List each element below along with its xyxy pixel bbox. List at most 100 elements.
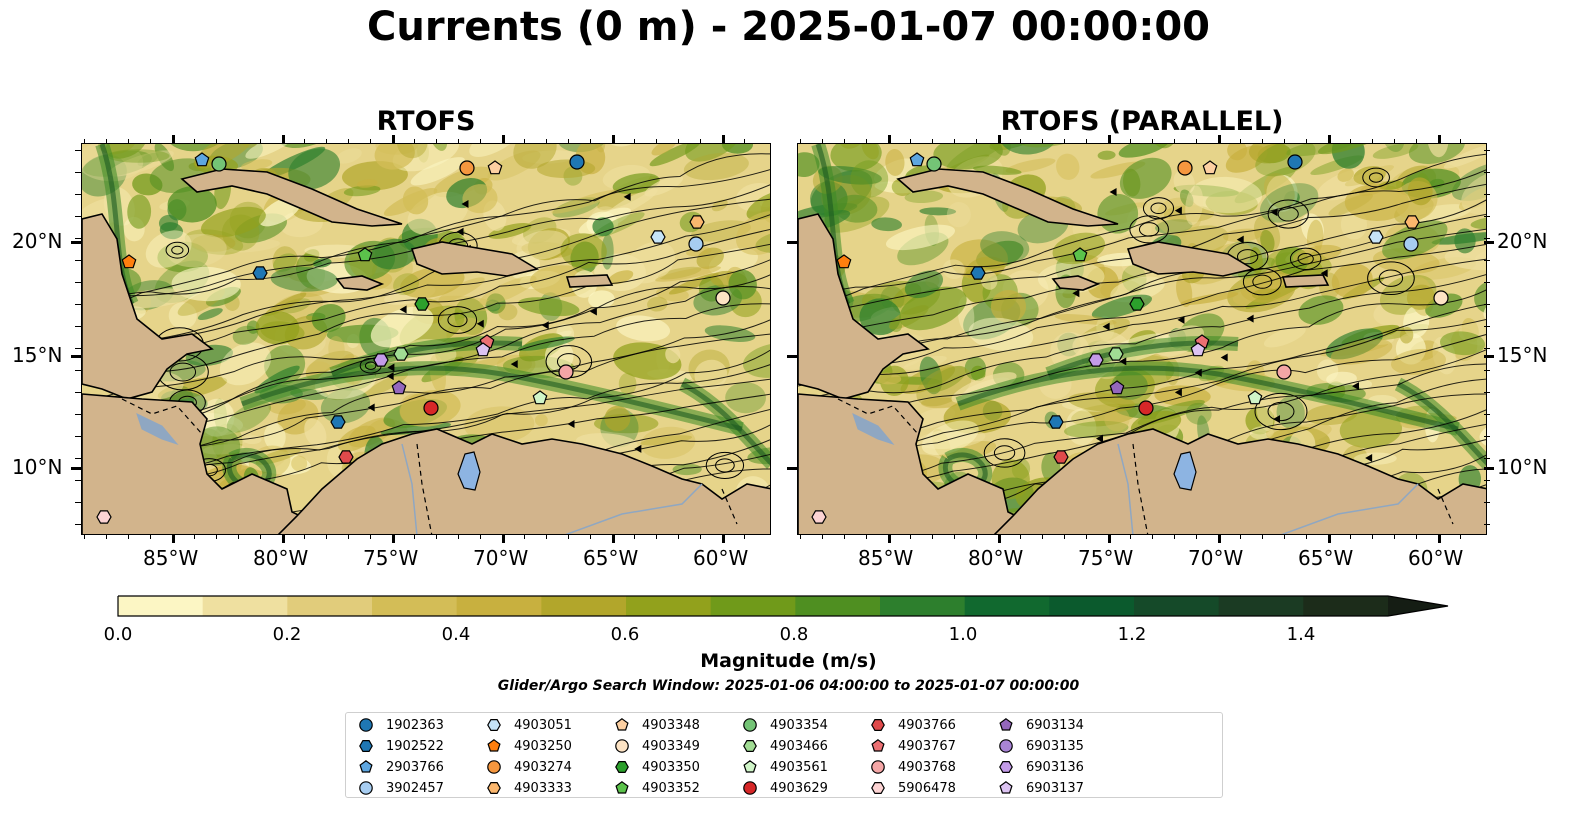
float-marker-3902457: [688, 236, 704, 252]
axis-tick: [1484, 502, 1490, 503]
colorbar: [117, 595, 1449, 617]
legend-marker-icon: [999, 718, 1013, 731]
float-marker-6903134: [1109, 380, 1125, 395]
legend-item: 3902457: [358, 778, 444, 798]
legend-marker-icon: [871, 760, 885, 774]
axis-tick: [612, 135, 615, 144]
legend-label: 4903466: [770, 738, 828, 754]
float-marker-1902522: [970, 266, 986, 280]
colorbar-tick-label: 0.4: [441, 624, 471, 645]
axis-tick: [910, 534, 911, 539]
axis-tick: [1484, 355, 1494, 358]
legend-label: 4903354: [770, 717, 828, 733]
axis-tick: [75, 502, 81, 503]
axis-tick: [954, 139, 955, 144]
axis-tick: [436, 534, 437, 539]
axis-tick: [238, 139, 239, 144]
colorbar-segment: [202, 596, 288, 616]
axis-tick: [744, 534, 745, 539]
legend-marker-icon: [487, 718, 501, 731]
axis-tick: [150, 139, 151, 144]
float-marker-4903250: [121, 254, 137, 269]
legend-marker-icon: [999, 781, 1013, 794]
axis-tick: [888, 534, 891, 543]
colorbar-tick-label: 0.2: [272, 624, 302, 645]
axis-tick: [1218, 534, 1219, 539]
axis-tick: [568, 534, 569, 539]
legend-item: 6903135: [998, 736, 1084, 756]
legend-item: 6903137: [998, 778, 1084, 798]
legend-marker-icon: [743, 760, 757, 773]
legend-label: 4903274: [514, 759, 572, 775]
colorbar-segment: [795, 596, 881, 616]
axis-tick: [458, 534, 459, 539]
axis-tick: [282, 534, 285, 543]
colorbar-extend-arrow: [1388, 596, 1448, 616]
axis-tick: [700, 139, 701, 144]
axis-tick: [1196, 139, 1197, 144]
legend-marker-icon: [359, 739, 373, 752]
axis-tick: [1328, 139, 1329, 144]
float-marker-4903768: [1276, 364, 1292, 380]
axis-tick: [71, 467, 81, 470]
axis-tick: [1372, 139, 1373, 144]
axis-tick: [568, 139, 569, 144]
colorbar-segment: [1218, 596, 1304, 616]
float-marker-4903561: [532, 390, 548, 405]
colorbar-segment: [1303, 596, 1389, 616]
axis-tick: [326, 139, 327, 144]
float-marker-4903561: [1247, 390, 1263, 405]
legend-item: 2903766: [358, 757, 444, 777]
axis-tick: [1130, 534, 1131, 539]
colorbar-segment: [541, 596, 627, 616]
axis-tick: [75, 260, 81, 261]
float-marker-1902522: [252, 266, 268, 280]
axis-tick: [787, 467, 797, 470]
axis-tick: [392, 534, 393, 539]
axis-tick: [722, 139, 723, 144]
axis-tick: [722, 534, 725, 543]
legend-item: 4903333: [486, 778, 572, 798]
axis-tick: [216, 139, 217, 144]
float-marker-4903466: [393, 347, 409, 361]
axis-tick: [150, 534, 151, 539]
legend-item: 4903348: [614, 715, 700, 735]
legend-label: 6903134: [1026, 717, 1084, 733]
axis-tick: [1130, 139, 1131, 144]
axis-tick: [634, 534, 635, 539]
axis-tick: [1484, 150, 1490, 151]
axis-tick: [75, 436, 81, 437]
legend-marker-icon: [999, 739, 1013, 753]
axis-tick: [75, 304, 81, 305]
panel-title-left: RTOFS: [376, 106, 476, 137]
axis-tick: [370, 534, 371, 539]
axis-tick: [1484, 216, 1490, 217]
colorbar-segment: [287, 596, 373, 616]
axis-tick: [656, 139, 657, 144]
axis-tick: [1240, 534, 1241, 539]
axis-tick: [392, 139, 393, 144]
axis-tick: [822, 139, 823, 144]
axis-tick: [700, 534, 701, 539]
float-marker-4903766: [338, 450, 354, 464]
axis-tick: [1484, 467, 1494, 470]
legend-item: 4903768: [870, 757, 956, 777]
axis-tick: [1484, 326, 1490, 327]
axis-tick: [502, 534, 503, 539]
legend-item: 4903051: [486, 715, 572, 735]
axis-tick: [844, 139, 845, 144]
axis-tick: [1484, 348, 1490, 349]
axis-tick: [71, 241, 81, 244]
axis-tick: [998, 139, 999, 144]
axis-tick: [392, 135, 395, 144]
legend-item: 5906478: [870, 778, 956, 798]
float-marker-4903333: [689, 215, 705, 229]
axis-tick: [282, 534, 283, 539]
axis-tick: [998, 135, 1001, 144]
axis-tick: [1460, 534, 1461, 539]
axis-tick: [1484, 480, 1490, 481]
float-marker-6903136: [373, 353, 389, 367]
colorbar-tick-label: 1.0: [948, 624, 978, 645]
lon-tick-label: 75°W: [1078, 546, 1134, 570]
axis-tick: [1484, 392, 1490, 393]
